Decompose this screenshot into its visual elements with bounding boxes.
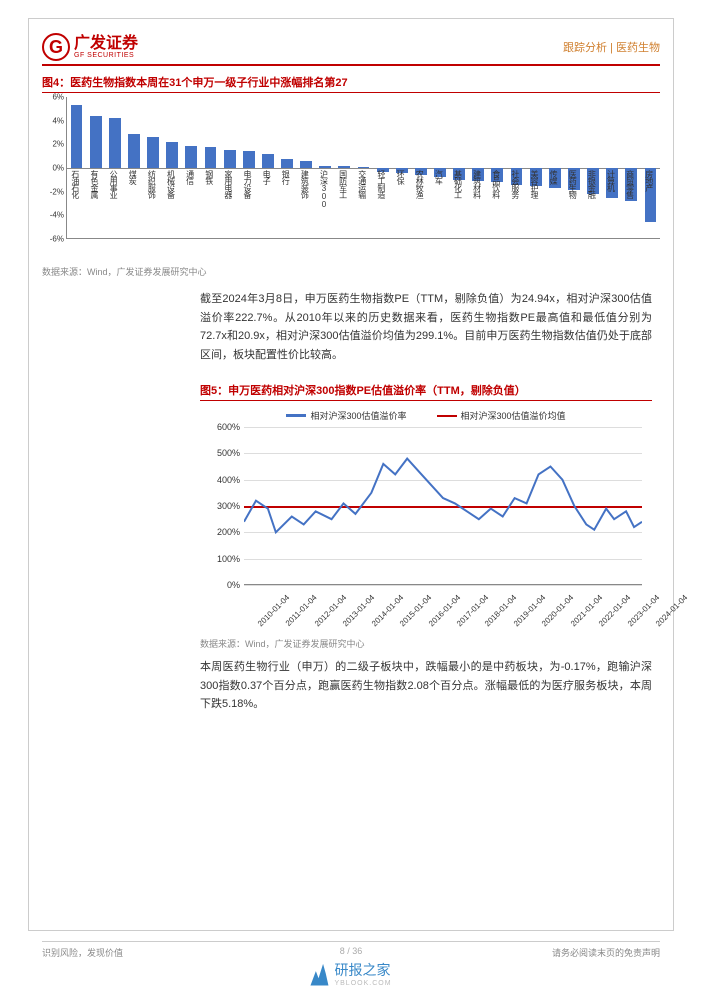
figure-4-source: 数据来源：Wind，广发证券发展研究中心 [42, 265, 660, 278]
bar [147, 137, 159, 168]
logo-text-en: GF SECURITIES [74, 52, 138, 59]
bar-x-label: 机械设备 [166, 170, 177, 198]
bar-y-tick-label: 4% [52, 116, 64, 125]
bar-x-label: 非银金融 [586, 170, 597, 198]
bar-x-label: 沪深300 [319, 170, 330, 208]
bar-x-label: 纺织服饰 [146, 170, 157, 198]
legend-swatch [437, 415, 457, 417]
bar-x-label: 家用电器 [223, 170, 234, 198]
bar-y-axis: 6%4%2%0%-2%-4%-6% [42, 97, 66, 239]
legend-label: 相对沪深300估值溢价均值 [461, 409, 566, 422]
legend-item: 相对沪深300估值溢价率 [286, 409, 406, 422]
paragraph-2: 本周医药生物行业（申万）的二级子板块中，跌幅最小的是中药板块，为-0.17%，跑… [200, 658, 652, 714]
bar-y-tick-label: -4% [50, 211, 64, 220]
line-y-tick-label: 200% [202, 527, 240, 537]
page-footer: 识别风险，发现价值 8 / 36 请务必阅读末页的免责声明 [42, 941, 660, 959]
footer-left: 识别风险，发现价值 [42, 946, 123, 959]
page-header: G 广发证券 GF SECURITIES 跟踪分析 | 医药生物 [42, 30, 660, 66]
bar-y-tick-label: 0% [52, 164, 64, 173]
bar-x-label: 食品饮料 [491, 170, 502, 198]
legend-swatch [286, 414, 306, 417]
figure-5-title: 图5：申万医药相对沪深300指数PE估值溢价率（TTM，剔除负值） [200, 382, 652, 401]
line-series [244, 427, 642, 585]
bar-x-label: 环保 [395, 170, 406, 184]
bar-y-tick-label: 6% [52, 93, 64, 102]
watermark: 研报之家 YBLOOK.COM [310, 960, 391, 987]
bar-x-label: 农林牧渔 [414, 170, 425, 198]
line-y-tick-label: 400% [202, 475, 240, 485]
figure-5-source: 数据来源：Wind，广发证券发展研究中心 [200, 637, 652, 650]
line-plot-area: 0%100%200%300%400%500%600%2010-01-042011… [244, 427, 642, 585]
bar [71, 105, 83, 168]
bar [109, 118, 121, 168]
header-category: 跟踪分析 | 医药生物 [563, 39, 660, 55]
line-chart: 相对沪深300估值溢价率相对沪深300估值溢价均值 0%100%200%300%… [200, 405, 652, 635]
line-legend: 相对沪深300估值溢价率 相对沪深300估值溢价均值 [200, 405, 652, 426]
logo: G 广发证券 GF SECURITIES [42, 33, 138, 61]
bar-x-label: 银行 [280, 170, 291, 184]
bar [224, 150, 236, 168]
line-y-tick-label: 0% [202, 580, 240, 590]
bar [185, 146, 197, 168]
bar-x-label: 钢铁 [204, 170, 215, 184]
legend-label: 相对沪深300估值溢价率 [310, 409, 406, 422]
bar-y-tick-label: -6% [50, 235, 64, 244]
footer-page-number: 8 / 36 [340, 946, 363, 956]
legend-item: 相对沪深300估值溢价均值 [437, 409, 566, 422]
bar-x-label: 建筑装饰 [299, 170, 310, 198]
bar-x-label: 国防军工 [338, 170, 349, 198]
bar-y-tick-label: -2% [50, 187, 64, 196]
bar-x-label: 汽车 [433, 170, 444, 184]
bar-x-label: 有色金属 [89, 170, 100, 198]
bar [338, 166, 350, 168]
bar-x-label: 电力设备 [242, 170, 253, 198]
footer-right: 请务必阅读末页的免责声明 [552, 946, 660, 959]
bar-x-label: 房地产 [644, 170, 655, 191]
bar-y-tick-label: 2% [52, 140, 64, 149]
line-y-tick-label: 600% [202, 422, 240, 432]
bar-x-label: 社会服务 [510, 170, 521, 198]
bar-x-label: 建筑材料 [472, 170, 483, 198]
bar [281, 159, 293, 168]
bar [300, 161, 312, 168]
line-y-tick-label: 300% [202, 501, 240, 511]
bar [166, 142, 178, 168]
bar-chart: 6%4%2%0%-2%-4%-6% 石油石化有色金属公用事业煤炭纺织服饰机械设备… [42, 97, 660, 263]
bar-x-label: 计算机 [605, 170, 616, 191]
bar-x-label: 公用事业 [108, 170, 119, 198]
figure-5: 图5：申万医药相对沪深300指数PE估值溢价率（TTM，剔除负值） 相对沪深30… [200, 382, 652, 650]
bar [358, 167, 370, 168]
logo-icon: G [42, 33, 70, 61]
bar-x-label: 医药生物 [567, 170, 578, 198]
bar-x-label: 商贸零售 [625, 170, 636, 198]
line-y-tick-label: 500% [202, 448, 240, 458]
figure-4: 图4：医药生物指数本周在31个申万一级子行业中涨幅排名第27 6% 4% 2% 0% -… [42, 74, 660, 278]
figure-4-title: 图4：医药生物指数本周在31个申万一级子行业中涨幅排名第27 [42, 74, 660, 93]
bar [205, 147, 217, 168]
bar-x-label: 轻工制造 [376, 170, 387, 198]
bar [128, 134, 140, 168]
bar [90, 116, 102, 168]
bar-plot-area: 石油石化有色金属公用事业煤炭纺织服饰机械设备通信钢铁家用电器电力设备电子银行建筑… [66, 97, 660, 239]
bar-x-label: 石油石化 [70, 170, 81, 198]
bar [243, 151, 255, 168]
watermark-text: 研报之家 [334, 960, 391, 980]
bar-x-label: 煤炭 [127, 170, 138, 184]
bar [262, 154, 274, 168]
bar-x-label: 通信 [185, 170, 196, 184]
line-gridline [244, 585, 642, 586]
bar-x-label: 基础化工 [452, 170, 463, 198]
bar-x-label: 交通运输 [357, 170, 368, 198]
paragraph-1: 截至2024年3月8日，申万医药生物指数PE（TTM，剔除负值）为24.94x，… [200, 290, 652, 365]
bar-x-label: 传媒 [548, 170, 559, 184]
watermark-icon [310, 962, 328, 986]
bar-x-label: 美容护理 [529, 170, 540, 198]
logo-text-cn: 广发证券 [74, 36, 138, 52]
watermark-url: YBLOOK.COM [334, 980, 391, 987]
bar [319, 166, 331, 168]
line-y-tick-label: 100% [202, 554, 240, 564]
bar-x-label: 电子 [261, 170, 272, 184]
